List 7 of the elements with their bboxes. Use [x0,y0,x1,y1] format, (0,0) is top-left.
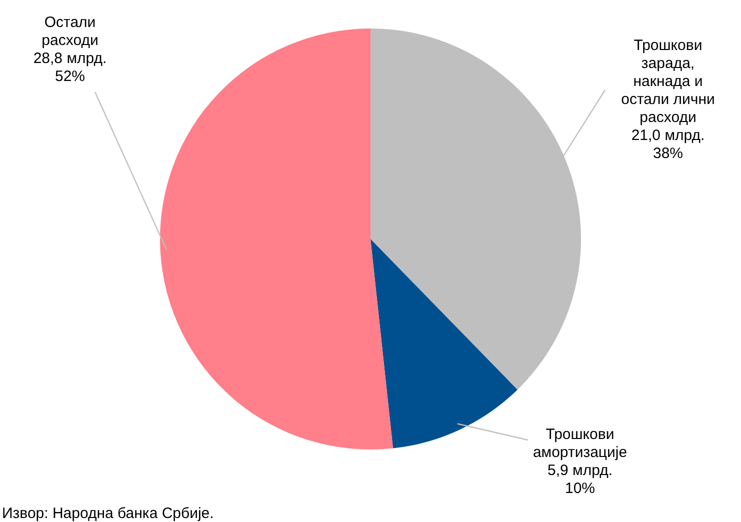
data-label: 21,0 млрд. 38% [631,127,705,162]
data-label: 28,8 млрд. 52% [33,50,107,86]
slice-label: Остали расходи [42,14,98,50]
text: Извор: Народна банка Србије. [2,505,214,522]
slice-label: Трошкови зарада, накнада и остали лични расходи [621,37,715,126]
data-label: 5,9 млрд. 10% [547,462,613,498]
slice-label: Трошкови амортизације [532,426,628,462]
